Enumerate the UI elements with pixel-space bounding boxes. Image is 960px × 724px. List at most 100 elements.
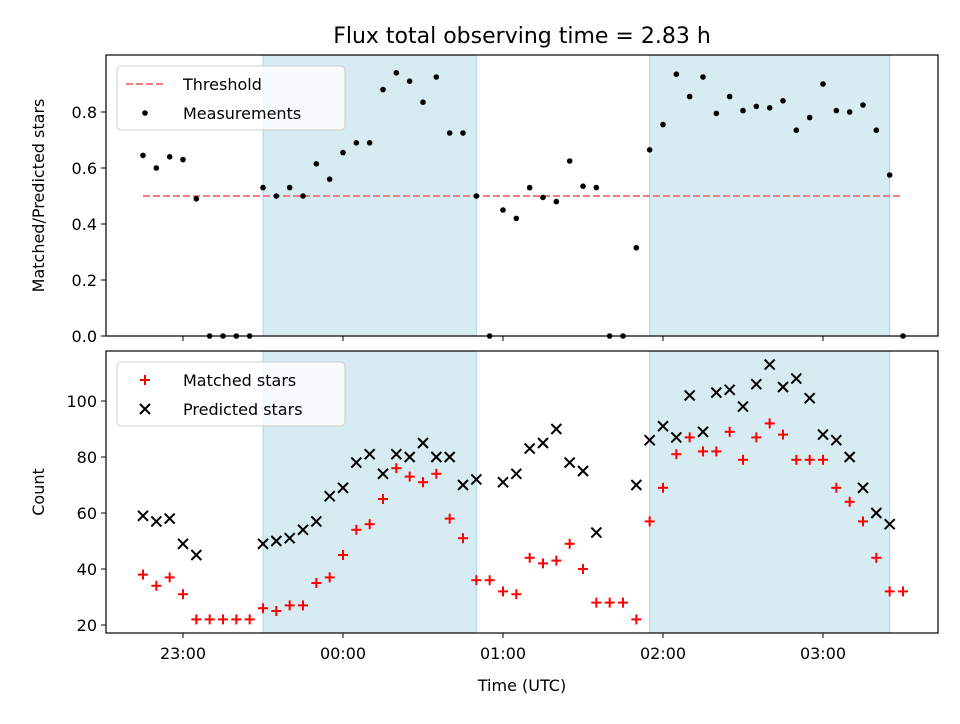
measurement-point xyxy=(193,196,200,202)
measurement-point xyxy=(406,78,413,84)
x-b xyxy=(843,451,856,463)
matched-point xyxy=(298,600,308,611)
x-b xyxy=(723,384,736,396)
matched-point xyxy=(284,600,295,611)
predicted-point xyxy=(417,437,429,449)
predicted-point xyxy=(457,479,469,491)
measurement-point xyxy=(166,154,173,160)
x-b xyxy=(870,507,883,519)
measurement-point xyxy=(633,245,640,251)
predicted-point xyxy=(137,510,149,522)
measurement-point xyxy=(180,156,186,163)
matched-point xyxy=(204,614,215,625)
measurement-point xyxy=(393,70,400,76)
x-b xyxy=(510,468,523,480)
matched-point xyxy=(778,429,788,440)
x-b xyxy=(777,381,789,393)
axes-frame xyxy=(105,350,939,634)
matched-point xyxy=(738,454,748,465)
y-axis-label: Matched/Predicted stars xyxy=(29,99,48,293)
x-b xyxy=(857,482,869,494)
predicted-point xyxy=(323,490,336,502)
matched-point xyxy=(724,426,735,437)
legend-label: Measurements xyxy=(183,104,301,123)
x-b xyxy=(657,420,669,432)
measurement-point xyxy=(153,165,160,171)
measurement-point xyxy=(553,198,560,205)
legend-measurement-swatch xyxy=(142,110,148,116)
predicted-point xyxy=(550,423,563,435)
measurement-point xyxy=(513,215,520,222)
measurement-point xyxy=(846,109,853,115)
x-b xyxy=(363,448,376,460)
measurement-point xyxy=(753,103,760,110)
legend-label: Predicted stars xyxy=(183,400,303,419)
measurement-point xyxy=(420,99,426,105)
x-b xyxy=(177,538,189,550)
bottom-panel: 20 40 60 80 100 23:00 00:00 01:00 02:00 03:00 Coun… xyxy=(29,350,939,695)
predicted-point xyxy=(430,451,443,463)
measurement-point xyxy=(660,121,666,128)
measurement-point xyxy=(273,193,280,199)
x-b xyxy=(283,532,296,544)
x-b xyxy=(590,526,603,539)
x-b xyxy=(523,442,536,455)
predicted-point xyxy=(497,476,509,488)
x-b xyxy=(803,392,816,404)
x-b xyxy=(163,512,176,525)
axes-frame xyxy=(105,54,939,337)
x-b xyxy=(830,434,843,446)
matched-point xyxy=(231,614,242,625)
matched-point xyxy=(271,606,282,616)
observing-window-2 xyxy=(649,350,891,634)
x-tick-label: 03:00 xyxy=(800,644,846,663)
x-b xyxy=(417,437,429,449)
y-tick-label: 0.2 xyxy=(72,271,97,290)
matched-point xyxy=(418,477,428,488)
measurement-point xyxy=(726,93,733,100)
matched-point xyxy=(338,550,348,560)
matched-point xyxy=(764,418,775,429)
x-b xyxy=(697,426,709,438)
legend-label: Threshold xyxy=(182,75,262,94)
matched-point xyxy=(431,468,442,479)
matched-point xyxy=(444,513,455,524)
matched-point xyxy=(751,432,762,443)
y-tick-label: 40 xyxy=(77,560,97,579)
y-tick-label: 80 xyxy=(77,448,97,467)
x-tick-label: 01:00 xyxy=(480,644,526,663)
measurement-point xyxy=(540,194,546,201)
predicted-point xyxy=(337,482,349,494)
predicted-point xyxy=(763,358,776,371)
matched-point xyxy=(524,552,535,563)
measurement-point xyxy=(326,176,333,182)
x-b xyxy=(350,456,363,469)
x-b xyxy=(630,479,643,491)
matched-point xyxy=(538,558,548,569)
matched-point xyxy=(351,524,362,535)
predicted-point xyxy=(883,518,896,530)
measurement-point xyxy=(340,149,346,156)
predicted-point xyxy=(803,392,816,404)
measurement-point xyxy=(286,184,293,191)
x-b xyxy=(883,518,896,530)
x-b xyxy=(643,434,656,446)
x-b xyxy=(297,524,309,536)
matched-point xyxy=(671,449,682,460)
measurement-point xyxy=(700,74,706,80)
predicted-point xyxy=(590,526,603,539)
measurement-point xyxy=(646,147,653,153)
predicted-point xyxy=(710,386,723,399)
predicted-point xyxy=(737,400,749,413)
matched-point xyxy=(324,572,335,583)
legend-box xyxy=(116,361,346,427)
x-b xyxy=(817,428,829,441)
measurement-point xyxy=(460,130,466,136)
x-tick-label: 00:00 xyxy=(320,644,366,663)
predicted-point xyxy=(163,512,176,525)
measurement-point xyxy=(300,193,306,199)
measurement-point xyxy=(260,184,266,191)
x-tick-label: 23:00 xyxy=(160,644,206,663)
predicted-point xyxy=(657,420,669,432)
x-b xyxy=(430,451,443,463)
